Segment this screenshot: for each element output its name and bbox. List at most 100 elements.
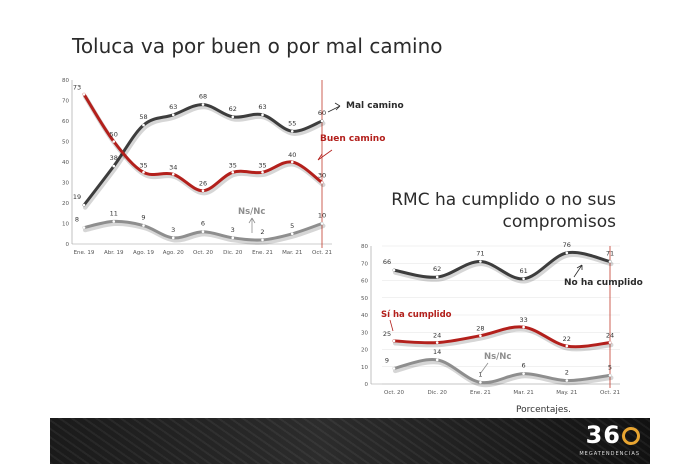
data-label: 1 [478, 370, 482, 378]
data-label: 30 [318, 172, 326, 180]
data-label: 58 [139, 113, 147, 121]
y-tick-label: 20 [62, 201, 69, 207]
data-label: 68 [199, 93, 207, 101]
brand-logo: 36 [586, 422, 640, 448]
data-point [320, 119, 324, 123]
data-point [608, 374, 612, 377]
y-tick-label: 80 [361, 244, 368, 250]
data-point [231, 236, 235, 240]
data-point [565, 251, 569, 255]
data-point [435, 341, 439, 344]
data-label: 3 [171, 226, 175, 234]
data-point [479, 260, 482, 263]
slide-subtitle: RMC ha cumplido o no sus compromisos [391, 190, 616, 232]
data-label: 71 [606, 250, 614, 258]
x-tick-label: Mar. 21 [282, 250, 302, 256]
data-label: 8 [75, 216, 79, 224]
y-tick-label: 10 [361, 365, 368, 371]
data-label: 63 [258, 103, 266, 111]
series-shadow-ns-nc [392, 359, 614, 388]
legend-label-mal-camino: Mal camino [346, 101, 404, 111]
data-point [201, 103, 205, 106]
data-point [392, 268, 396, 272]
data-point [608, 341, 612, 344]
data-point [435, 275, 439, 279]
series-line-no-ha-cumplido [392, 250, 612, 281]
data-label: 2 [260, 228, 264, 236]
data-label: 5 [290, 222, 294, 230]
y-tick-label: 20 [361, 348, 368, 354]
data-point [112, 140, 116, 143]
legend-label-no-ha-cumplido: No ha cumplido [564, 278, 643, 288]
data-point [290, 129, 294, 133]
legend-arrow-icon [248, 217, 256, 233]
data-point [565, 344, 569, 348]
x-tick-label: Ago. 19 [133, 250, 155, 256]
data-label: 50 [110, 131, 118, 139]
x-tick-label: Ene. 19 [74, 250, 95, 256]
x-tick-label: Oct. 21 [600, 390, 620, 396]
x-tick-label: Oct. 20 [384, 390, 405, 396]
series-line-si-ha-cumplido [392, 325, 612, 349]
y-tick-label: 60 [361, 279, 368, 285]
data-label: 24 [606, 332, 614, 340]
data-label: 25 [383, 330, 391, 338]
legend-arrow-icon [327, 102, 341, 113]
data-point [142, 123, 145, 127]
data-label: 62 [229, 105, 237, 113]
legend-arrow-icon [479, 362, 489, 375]
legend-label-ns-nc: Ns/Nc [484, 352, 511, 362]
data-point [320, 181, 324, 184]
data-point [261, 113, 264, 117]
legend-label-buen-camino: Buen camino [320, 134, 385, 144]
y-tick-label: 0 [365, 382, 369, 388]
footnote-porcentajes: Porcentajes. [516, 405, 571, 415]
data-point [171, 236, 175, 240]
data-point [565, 379, 569, 382]
data-point [392, 339, 396, 343]
data-label: 71 [476, 250, 484, 258]
data-point [608, 260, 612, 263]
y-tick-label: 70 [361, 261, 368, 267]
y-tick-label: 0 [66, 242, 70, 248]
data-point [320, 222, 324, 225]
series-line-ns-nc [392, 358, 612, 385]
series-shadow-si-ha-cumplido [392, 326, 614, 352]
data-point [290, 232, 294, 236]
data-point [231, 115, 235, 119]
data-point [171, 113, 175, 117]
data-label: 60 [318, 109, 326, 117]
y-tick-label: 50 [62, 140, 69, 146]
data-label: 35 [258, 161, 266, 169]
data-point [201, 189, 205, 192]
slide-title: Toluca va por buen o por mal camino [72, 34, 443, 58]
data-label: 35 [139, 161, 147, 169]
data-label: 9 [385, 356, 389, 364]
data-point [261, 170, 264, 174]
logo-text: 36 [585, 421, 621, 449]
x-tick-label: Ene. 21 [470, 390, 491, 396]
data-label: 62 [433, 265, 441, 273]
data-point [231, 170, 235, 174]
data-label: 6 [522, 362, 526, 370]
data-point [392, 367, 396, 370]
data-label: 2 [565, 369, 569, 377]
data-label: 76 [563, 241, 571, 249]
legend-label-si-ha-cumplido: Sí ha cumplido [381, 310, 452, 320]
legend-arrow-icon [317, 149, 333, 161]
data-point [261, 238, 264, 242]
x-tick-label: Oct. 21 [312, 250, 332, 256]
data-label: 5 [608, 363, 612, 371]
data-label: 38 [110, 154, 118, 162]
data-label: 22 [563, 335, 571, 343]
y-tick-label: 70 [62, 99, 69, 105]
data-point [142, 170, 145, 174]
y-tick-label: 10 [62, 222, 69, 228]
y-tick-label: 50 [361, 296, 368, 302]
data-point [82, 203, 86, 207]
data-point [142, 224, 145, 227]
data-point [171, 173, 175, 176]
